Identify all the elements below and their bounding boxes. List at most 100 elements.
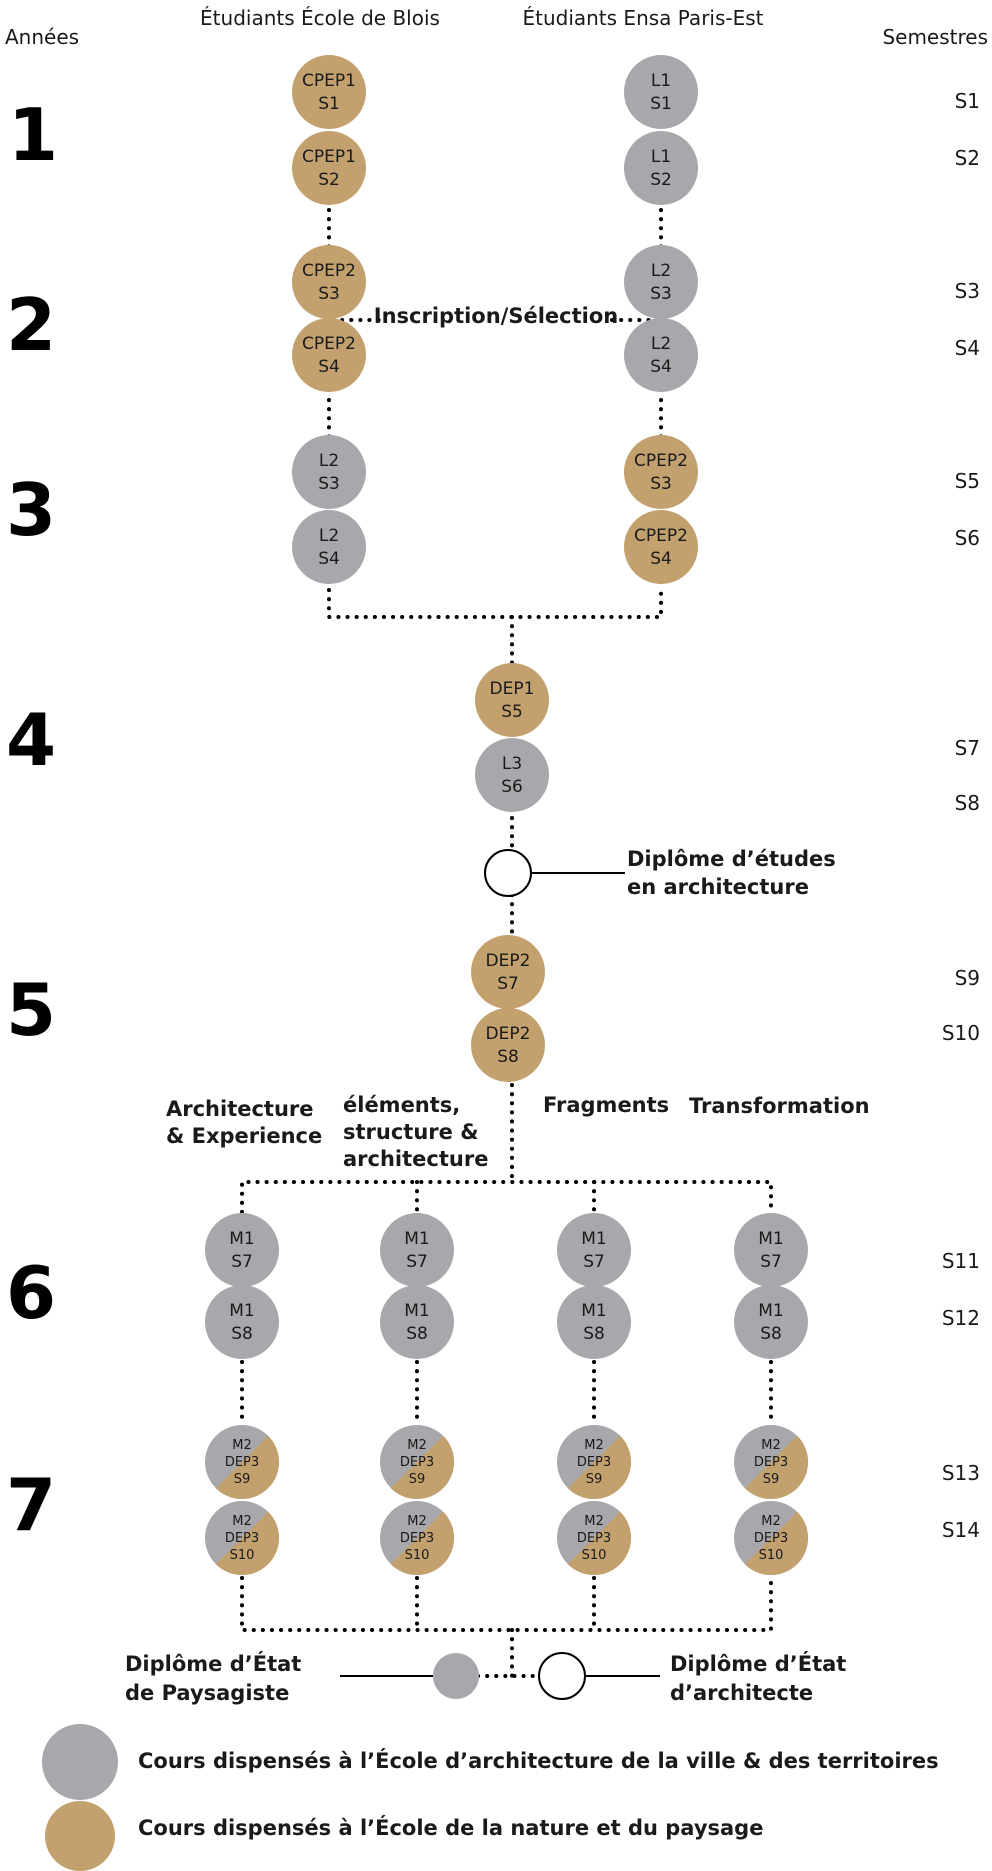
svg-text:M1: M1 xyxy=(229,1301,254,1321)
svg-text:S4: S4 xyxy=(318,357,340,377)
diploma-circle xyxy=(484,849,532,897)
svg-text:S9: S9 xyxy=(763,1472,780,1487)
svg-text:S9: S9 xyxy=(234,1472,251,1487)
header-blois-students: Étudiants École de Blois xyxy=(200,6,440,30)
svg-text:M1: M1 xyxy=(581,1301,606,1321)
course-node: CPEP2 S4 xyxy=(292,318,366,392)
semester-label: S8 xyxy=(955,791,980,815)
track-label: Transformation xyxy=(689,1094,870,1118)
svg-text:S3: S3 xyxy=(650,284,672,304)
dea-label-line2: en architecture xyxy=(627,875,809,899)
svg-text:L3: L3 xyxy=(502,754,522,774)
svg-text:CPEP2: CPEP2 xyxy=(302,334,356,354)
svg-text:S10: S10 xyxy=(759,1548,784,1563)
year-number: 1 xyxy=(8,93,58,177)
connector xyxy=(240,1180,773,1214)
svg-text:M1: M1 xyxy=(229,1229,254,1249)
svg-text:S3: S3 xyxy=(650,474,672,494)
track-label: Fragments xyxy=(543,1093,669,1117)
track-label: structure & xyxy=(343,1120,479,1144)
year-number: 5 xyxy=(6,968,56,1052)
semester-label: S7 xyxy=(955,736,980,760)
semester-label: S2 xyxy=(955,146,980,170)
svg-text:CPEP2: CPEP2 xyxy=(634,526,688,546)
svg-text:S2: S2 xyxy=(318,170,340,190)
semester-label: S10 xyxy=(942,1021,980,1045)
svg-text:DEP3: DEP3 xyxy=(577,1455,611,1470)
svg-text:M1: M1 xyxy=(758,1301,783,1321)
svg-text:S8: S8 xyxy=(583,1324,605,1344)
svg-text:DEP3: DEP3 xyxy=(754,1455,788,1470)
legend-item-grey: Cours dispensés à l’École d’architecture… xyxy=(42,1724,939,1800)
semester-label: S11 xyxy=(942,1249,980,1273)
svg-text:M2: M2 xyxy=(232,1514,252,1529)
course-node: CPEP1 S2 xyxy=(292,131,366,205)
svg-text:S10: S10 xyxy=(405,1548,430,1563)
dea-label-line1: Diplôme d’études xyxy=(627,847,836,871)
year-number: 6 xyxy=(6,1251,56,1335)
legend-swatch-grey xyxy=(42,1724,118,1800)
year-number: 3 xyxy=(6,468,56,552)
svg-text:S7: S7 xyxy=(497,974,519,994)
semester-label: S13 xyxy=(942,1461,980,1485)
svg-text:L2: L2 xyxy=(319,526,339,546)
semester-label: S5 xyxy=(955,469,980,493)
svg-text:S7: S7 xyxy=(231,1252,253,1272)
semester-label: S9 xyxy=(955,966,980,990)
architecte-label-line1: Diplôme d’État xyxy=(670,1651,846,1676)
svg-text:L2: L2 xyxy=(319,451,339,471)
svg-text:S8: S8 xyxy=(231,1324,253,1344)
year-number: 4 xyxy=(6,698,56,782)
course-node: CPEP1 S1 xyxy=(292,55,366,129)
svg-text:DEP3: DEP3 xyxy=(577,1531,611,1546)
svg-text:S8: S8 xyxy=(760,1324,782,1344)
year-number: 2 xyxy=(6,283,56,367)
course-node-split: M2 DEP3 S10 xyxy=(205,1501,280,1576)
legend-text: Cours dispensés à l’École de la nature e… xyxy=(138,1815,763,1840)
svg-text:CPEP1: CPEP1 xyxy=(302,71,356,91)
svg-text:S4: S4 xyxy=(650,357,672,377)
svg-text:S8: S8 xyxy=(497,1047,519,1067)
svg-text:DEP3: DEP3 xyxy=(400,1455,434,1470)
connector xyxy=(327,588,663,619)
svg-text:L1: L1 xyxy=(651,71,671,91)
architecte-label-line2: d’architecte xyxy=(670,1681,813,1705)
svg-text:S10: S10 xyxy=(582,1548,607,1563)
course-node: DEP2 S8 xyxy=(471,1008,545,1082)
header-semesters: Semestres xyxy=(882,25,988,49)
svg-text:M2: M2 xyxy=(407,1438,427,1453)
svg-text:L1: L1 xyxy=(651,147,671,167)
svg-text:CPEP2: CPEP2 xyxy=(302,261,356,281)
svg-text:DEP3: DEP3 xyxy=(225,1455,259,1470)
connector-lines xyxy=(240,208,773,1678)
semester-label: S1 xyxy=(955,89,980,113)
semester-label: S14 xyxy=(942,1518,980,1542)
svg-text:S3: S3 xyxy=(318,284,340,304)
paysagiste-label-line2: de Paysagiste xyxy=(125,1681,289,1705)
header-paris-students: Étudiants Ensa Paris-Est xyxy=(522,6,763,30)
svg-text:DEP2: DEP2 xyxy=(486,1024,531,1044)
svg-text:DEP3: DEP3 xyxy=(754,1531,788,1546)
track-label: éléments, xyxy=(343,1093,460,1117)
legend-text: Cours dispensés à l’École d’architecture… xyxy=(138,1748,939,1773)
svg-text:S3: S3 xyxy=(318,474,340,494)
svg-text:S7: S7 xyxy=(583,1252,605,1272)
course-node-split: M2 DEP3 S9 xyxy=(380,1425,455,1500)
track-label: Architecture xyxy=(166,1097,314,1121)
svg-text:S8: S8 xyxy=(406,1324,428,1344)
course-node: DEP1 S5 xyxy=(475,663,549,737)
